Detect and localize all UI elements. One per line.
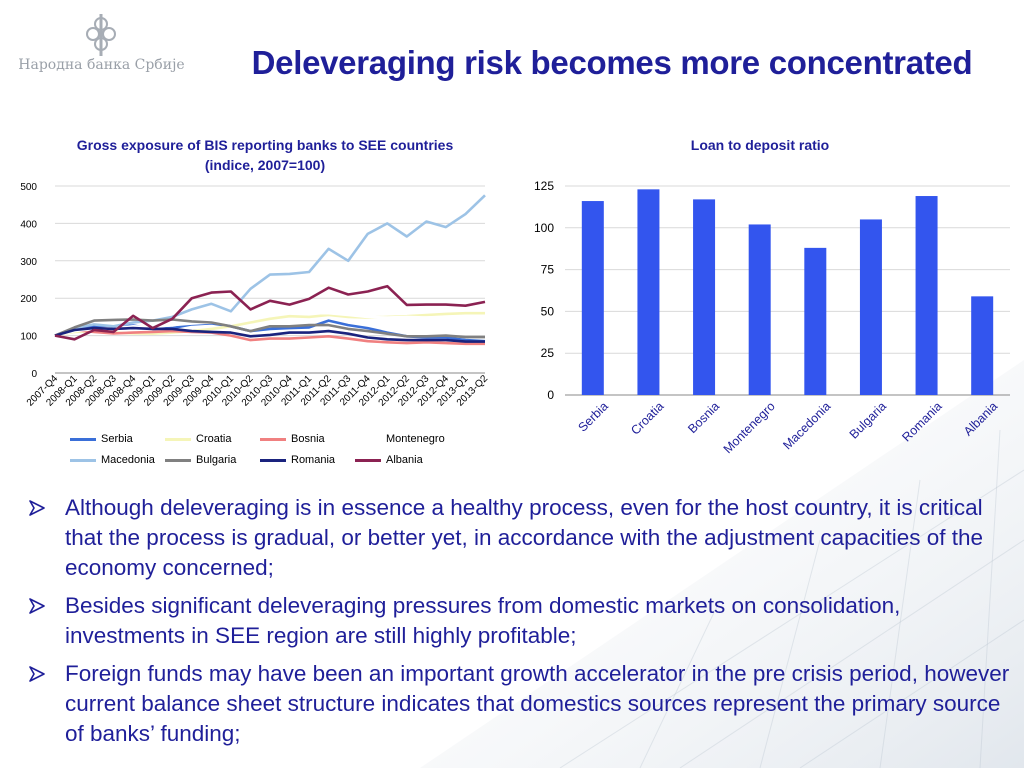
x-tick-label: Serbia (575, 399, 610, 434)
bullet-item: Foreign funds may have been an important… (28, 659, 1018, 749)
bank-emblem-icon (86, 14, 116, 56)
bar-chart-title: Loan to deposit ratio (690, 137, 830, 153)
bullet-item: Although deleveraging is in essence a he… (28, 493, 1018, 583)
bullet-text: Foreign funds may have been an important… (65, 661, 1010, 746)
series-line-albania (54, 284, 486, 341)
legend-item-montenegro: Montenegro (355, 432, 445, 446)
y-tick-label: 200 (20, 294, 37, 305)
legend-item-bosnia: Bosnia (260, 432, 325, 446)
bullet-text: Although deleveraging is in essence a he… (65, 495, 984, 580)
y-tick-label: 300 (20, 257, 37, 268)
legend-item-romania: Romania (260, 453, 335, 467)
loan-to-deposit-bar-chart: 0 25 50 75 100 125 Serbia Croatia BosniaMonteneg… (534, 179, 1010, 456)
bar-albania (971, 296, 994, 395)
x-tick-label: Macedonia (780, 399, 833, 452)
legend-swatch (355, 458, 381, 462)
arrow-bullet-icon (29, 598, 45, 614)
bis-exposure-line-chart: 01002003004005002007-Q42008-Q12008-Q2200… (20, 182, 490, 409)
y-tick-label: 25 (541, 346, 555, 360)
bullet-item: Besides significant deleveraging pressur… (28, 591, 1018, 651)
legend-item-macedonia: Macedonia (70, 453, 155, 467)
bar-bosnia (693, 199, 716, 395)
x-tick-label: Romania (899, 399, 944, 444)
x-tick-label: Albania (961, 399, 1000, 438)
slide-title: Deleveraging risk becomes more concentra… (251, 44, 973, 81)
bar-croatia (637, 189, 660, 395)
bar-serbia (581, 201, 604, 395)
legend-swatch (355, 437, 381, 441)
legend-swatch (70, 458, 96, 462)
legend-swatch (260, 458, 286, 462)
bar-macedonia (804, 247, 827, 395)
line-chart-title: Gross exposure of BIS reporting banks to… (76, 137, 454, 173)
series-line-bosnia (54, 328, 485, 346)
x-tick-label: Bosnia (685, 399, 722, 436)
legend-item-croatia: Croatia (165, 432, 231, 446)
bar-romania (915, 196, 938, 395)
y-tick-label: 0 (547, 388, 554, 402)
series-line-montenegro (54, 310, 485, 337)
bar-montenegro (748, 224, 771, 395)
legend-item-albania: Albania (355, 453, 423, 467)
y-tick-label: 100 (534, 221, 554, 235)
x-tick-label: Bulgaria (847, 399, 889, 441)
x-tick-label: Montenegro (721, 399, 778, 456)
legend-label: Bosnia (291, 433, 325, 445)
legend-swatch (70, 437, 96, 441)
bullet-text: Besides significant deleveraging pressur… (65, 593, 901, 648)
series-line-macedonia (54, 194, 486, 337)
legend-label: Albania (386, 454, 423, 466)
logo-text: Народна банка Србије (18, 57, 185, 73)
y-tick-label: 50 (541, 304, 555, 318)
legend-label: Montenegro (386, 433, 445, 445)
legend-label: Macedonia (101, 454, 155, 466)
bullet-list: Although deleveraging is in essence a he… (28, 493, 1018, 757)
arrow-bullet-icon (29, 666, 45, 682)
series-line-romania (54, 326, 485, 343)
legend-item-bulgaria: Bulgaria (165, 453, 236, 467)
legend-swatch (165, 437, 191, 441)
legend-label: Serbia (101, 433, 133, 445)
legend-label: Romania (291, 454, 336, 466)
legend-swatch (260, 437, 286, 441)
bar-bulgaria (859, 219, 882, 395)
arrow-bullet-icon (29, 500, 45, 516)
y-tick-label: 0 (31, 369, 37, 380)
y-tick-label: 500 (20, 182, 37, 193)
y-tick-label: 125 (534, 179, 554, 193)
legend-label: Croatia (196, 433, 232, 445)
bank-logo: Народна банка Србије (14, 10, 189, 90)
y-tick-label: 75 (541, 263, 555, 277)
x-tick-label: Croatia (628, 399, 666, 437)
y-tick-label: 100 (20, 332, 37, 343)
y-tick-label: 400 (20, 219, 37, 230)
legend-label: Bulgaria (196, 454, 237, 466)
legend-item-serbia: Serbia (70, 432, 133, 446)
legend-swatch (165, 458, 191, 462)
